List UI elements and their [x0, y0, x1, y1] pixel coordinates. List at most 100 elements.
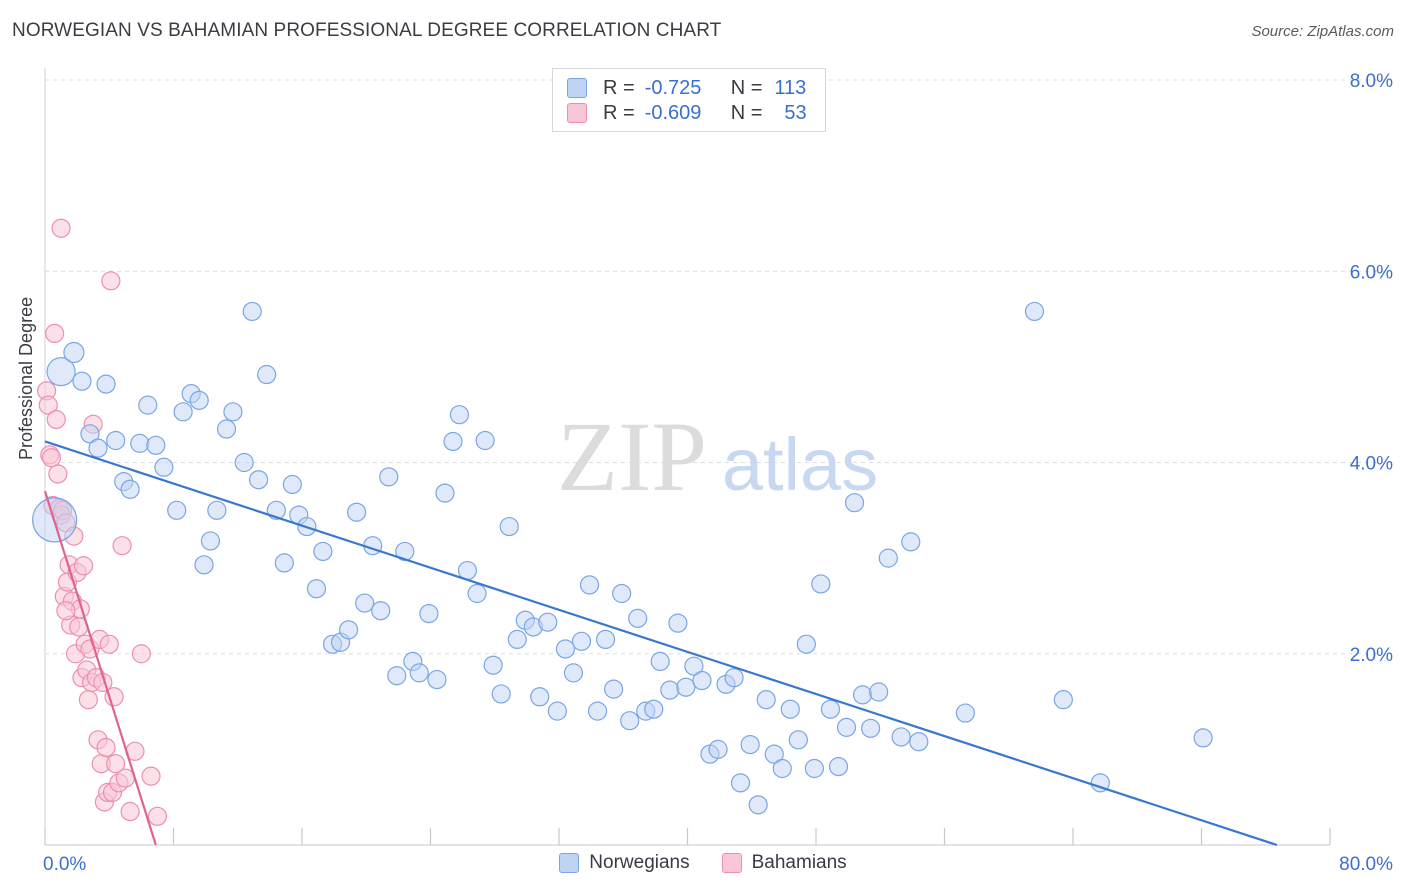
legend-r-label: R =	[603, 101, 635, 124]
norwegian-point	[138, 395, 158, 415]
bahamian-point	[45, 323, 65, 344]
norwegian-point	[207, 500, 227, 520]
bahamians-trend-line	[43, 490, 157, 846]
legend-n-value: 53	[784, 101, 807, 124]
norwegian-point	[338, 620, 359, 640]
watermark: ZIP atlas	[557, 401, 878, 512]
trend-lines	[43, 440, 1278, 847]
norwegian-point	[419, 603, 439, 624]
bahamian-point	[96, 737, 116, 758]
norwegian-point	[475, 430, 495, 451]
norwegian-point	[443, 431, 463, 452]
legend-n-label: N =	[730, 76, 763, 99]
norwegian-point	[901, 532, 921, 552]
norwegian-point	[257, 364, 277, 385]
legend-n-value: 113	[774, 76, 807, 99]
norwegian-point	[612, 583, 632, 604]
norwegian-point	[491, 684, 511, 704]
bahamian-point	[106, 754, 126, 774]
norwegian-point	[708, 739, 728, 759]
norwegian-point	[692, 670, 712, 691]
norwegian-point	[499, 516, 519, 537]
norwegian-point	[347, 502, 367, 522]
bahamian-point	[56, 601, 76, 621]
norwegian-point	[650, 651, 670, 672]
legend-r-label: R =	[603, 76, 635, 99]
norwegian-point	[507, 629, 527, 650]
norwegian-point	[780, 699, 800, 719]
norwegian-point	[80, 424, 100, 444]
norwegian-point	[1193, 728, 1213, 748]
bahamian-point	[101, 271, 121, 291]
x-tick-label: 80.0%	[1339, 854, 1393, 875]
norwegian-point	[828, 756, 849, 777]
norwegian-point	[555, 639, 576, 659]
bahamian-point	[48, 464, 68, 484]
y-axis-label: Professional Degree	[16, 296, 36, 460]
norwegian-point	[844, 493, 865, 513]
norwegian-point	[130, 433, 150, 453]
watermark-atlas: atlas	[722, 423, 878, 506]
y-tick-label: 2.0%	[1350, 645, 1393, 666]
bahamian-point	[104, 687, 124, 707]
norwegian-point	[788, 730, 808, 750]
grid-lines	[45, 79, 1392, 655]
norwegian-point	[595, 629, 616, 650]
norwegian-point	[189, 390, 209, 410]
norwegian-point	[563, 663, 584, 683]
legend-swatch-norwegians	[559, 853, 580, 873]
y-tick-label: 6.0%	[1350, 262, 1393, 283]
legend-swatch-bahamians	[721, 853, 742, 873]
norwegian-point	[852, 685, 873, 705]
legend-n-label: N =	[730, 101, 763, 124]
legend-label-bahamians: Bahamians	[751, 852, 847, 873]
norwegian-point	[684, 656, 704, 676]
y-tick-label: 8.0%	[1350, 71, 1393, 92]
bahamian-point	[131, 644, 151, 664]
norwegian-point	[724, 668, 744, 688]
bahamian-point	[120, 801, 140, 822]
bahamian-point	[46, 409, 66, 430]
bahamian-point	[73, 556, 94, 576]
norwegian-point	[306, 579, 327, 599]
norwegian-point	[660, 680, 680, 700]
norwegian-point	[587, 701, 608, 721]
norwegian-point	[194, 555, 214, 575]
bahamian-point	[141, 766, 161, 786]
bahamian-point	[41, 448, 62, 468]
norwegian-point	[483, 655, 503, 675]
y-tick-label: 4.0%	[1350, 454, 1393, 475]
norwegian-point	[861, 718, 881, 738]
norwegian-point	[223, 402, 243, 422]
norwegians-trend-line	[44, 440, 1278, 847]
bahamian-point	[38, 395, 58, 415]
series-legend: Norwegians Bahamians	[0, 852, 1406, 874]
chart-title: NORWEGIAN VS BAHAMIAN PROFESSIONAL DEGRE…	[12, 20, 722, 41]
norwegian-point	[644, 699, 664, 719]
legend-swatch-norwegians	[567, 78, 587, 98]
source-label: Source: ZipAtlas.com	[1251, 23, 1394, 40]
legend-r-value: -0.725	[644, 76, 702, 99]
norwegian-point	[242, 301, 262, 322]
legend-item-bahamians[interactable]: Bahamians	[721, 852, 847, 874]
norwegian-point	[730, 773, 751, 793]
norwegian-point	[355, 593, 375, 613]
tick-labels: 2.0% 4.0% 6.0% 8.0% 0.0% 80.0%	[43, 71, 1393, 875]
bahamian-point	[51, 218, 71, 238]
norwegian-point	[764, 744, 784, 764]
norwegian-point	[1024, 301, 1045, 322]
legend-item-norwegians[interactable]: Norwegians	[559, 852, 690, 874]
norwegian-point	[628, 608, 648, 628]
bahamian-point	[99, 634, 119, 654]
norwegian-point	[1053, 690, 1073, 710]
norwegian-point	[409, 663, 429, 683]
norwegian-point	[427, 669, 447, 690]
norwegian-point	[668, 613, 688, 633]
bahamian-point	[78, 690, 98, 710]
norwegian-point	[154, 457, 174, 477]
legend-label-norwegians: Norwegians	[589, 852, 690, 873]
norwegian-point	[274, 553, 294, 573]
bahamian-point	[147, 806, 168, 826]
x-tick-label: 0.0%	[43, 854, 86, 875]
